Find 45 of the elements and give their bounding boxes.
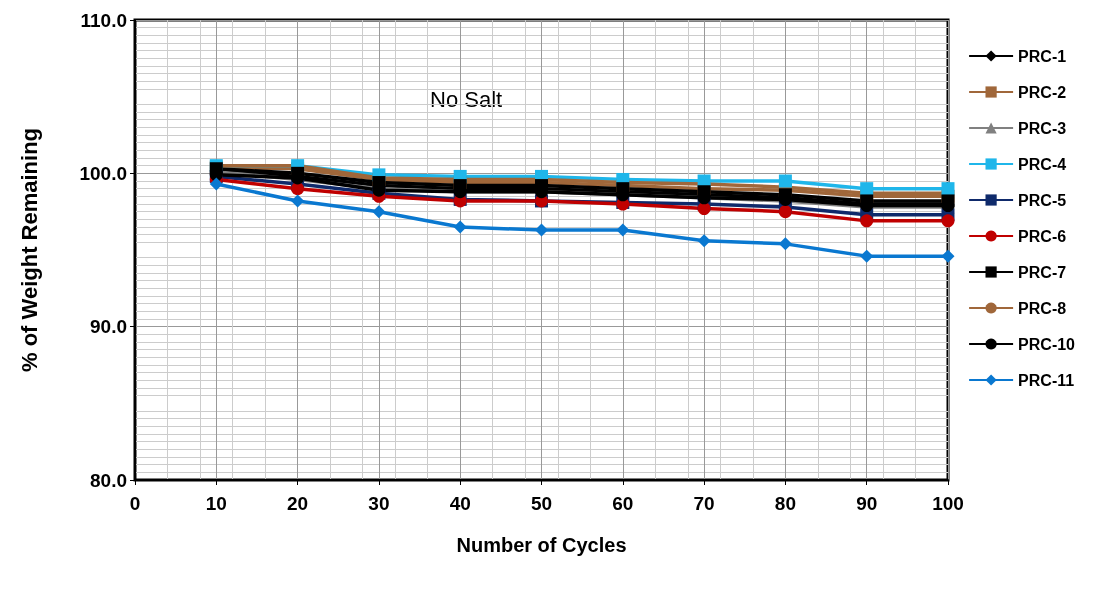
point (535, 223, 548, 237)
x-tick-label: 70 (693, 493, 715, 514)
point (778, 205, 792, 219)
point (778, 174, 792, 188)
x-tick-label: 80 (774, 493, 796, 514)
legend-label: PRC-11 (1018, 371, 1075, 389)
y-tick-label: 80.0 (90, 469, 127, 491)
point (291, 194, 305, 208)
point (860, 214, 874, 228)
x-tick-label: 60 (612, 493, 634, 514)
point (778, 237, 792, 251)
point (860, 249, 874, 263)
legend-label: PRC-10 (1018, 335, 1076, 353)
x-tick-label: 0 (129, 493, 141, 514)
point (860, 182, 874, 196)
legend-label: PRC-4 (1018, 155, 1067, 173)
legend-label: PRC-6 (1018, 227, 1067, 245)
point (697, 202, 711, 216)
x-tick-label: 50 (530, 493, 553, 514)
point (453, 220, 467, 234)
point (291, 182, 305, 196)
x-tick-label: 90 (856, 493, 878, 514)
x-axis-title: Number of Cycles (456, 534, 627, 556)
x-tick-label: 10 (205, 493, 227, 514)
y-tick-label: 100.0 (79, 162, 127, 184)
y-tick-label: 90.0 (90, 316, 127, 338)
point (941, 249, 955, 263)
point (372, 205, 386, 219)
point (616, 223, 630, 237)
legend-label: PRC-7 (1018, 263, 1067, 281)
legend-label: PRC-5 (1018, 191, 1067, 209)
point (941, 182, 955, 196)
point (209, 177, 223, 191)
y-tick-label: 110.0 (80, 9, 127, 31)
x-tick-label: 20 (287, 493, 309, 514)
x-tick-label: 100 (932, 493, 964, 514)
point (941, 214, 955, 228)
y-axis-title: % of Weight Remaining (16, 127, 42, 373)
x-tick-label: 40 (449, 493, 471, 514)
legend-label: PRC-3 (1018, 119, 1067, 137)
legend-label: PRC-8 (1018, 299, 1067, 317)
x-tick-label: 30 (368, 493, 390, 514)
legend-label: PRC-2 (1018, 83, 1067, 101)
legend-label: PRC-1 (1018, 47, 1067, 65)
point (697, 234, 711, 248)
